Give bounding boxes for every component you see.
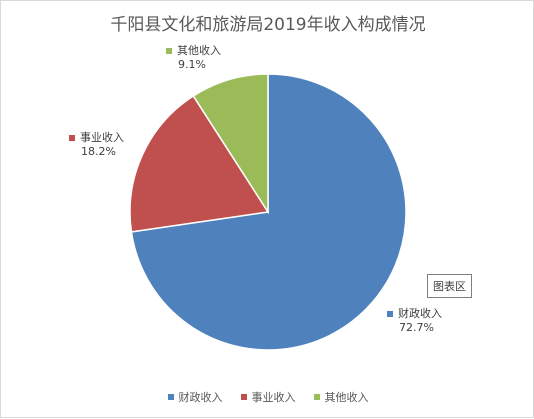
legend-item-financial[interactable]: 财政收入 [167,389,223,405]
label-value-financial: 72.7% [399,321,434,334]
chart-area-tooltip: 图表区 [427,274,472,298]
label-name-financial: 财政收入 [398,307,442,320]
legend-swatch-financial [167,394,174,400]
label-value-business: 18.2% [81,145,116,158]
legend-label-other: 其他收入 [324,391,369,404]
pie-slice-business[interactable] [129,94,270,233]
legend-swatch-other [313,394,320,400]
label-swatch-financial [387,311,393,317]
chart-title: 千阳县文化和旅游局2019年收入构成情况 [110,15,426,35]
legend-label-business: 事业收入 [251,391,296,404]
legend-item-business[interactable]: 事业收入 [240,389,296,405]
data-label-financial: 财政收入 72.7% [387,307,442,335]
label-swatch-business [69,135,75,141]
label-swatch-other [166,48,172,54]
legend-swatch-business [240,394,247,400]
label-name-business: 事业收入 [80,131,124,144]
legend-label-financial: 财政收入 [178,391,223,404]
pie-slice-other[interactable] [192,73,269,215]
legend: 财政收入 事业收入 其他收入 [1,389,534,405]
label-name-other: 其他收入 [177,44,221,57]
label-value-other: 9.1% [178,58,206,71]
legend-item-other[interactable]: 其他收入 [313,389,369,405]
data-label-other: 其他收入 9.1% [166,44,221,72]
data-label-business: 事业收入 18.2% [69,131,124,159]
